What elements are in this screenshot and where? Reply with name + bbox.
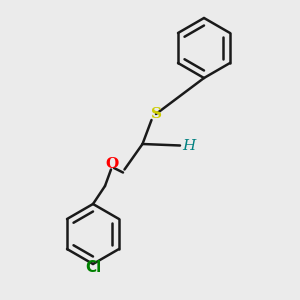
Text: H: H (182, 139, 196, 152)
Text: Cl: Cl (85, 260, 101, 274)
Text: O: O (106, 157, 119, 170)
Text: S: S (151, 107, 161, 121)
